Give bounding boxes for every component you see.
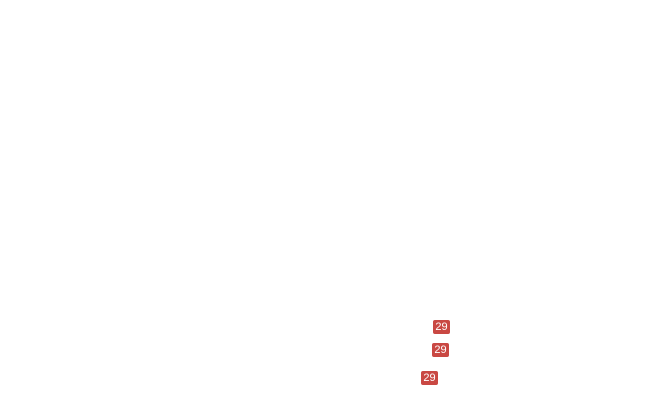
count-badge[interactable]: 29 [432, 343, 449, 357]
count-badge-label: 29 [435, 321, 448, 333]
count-badge-label: 29 [434, 344, 447, 356]
count-badge-label: 29 [423, 372, 436, 384]
count-badge[interactable]: 29 [433, 320, 450, 334]
count-badge[interactable]: 29 [421, 371, 438, 385]
